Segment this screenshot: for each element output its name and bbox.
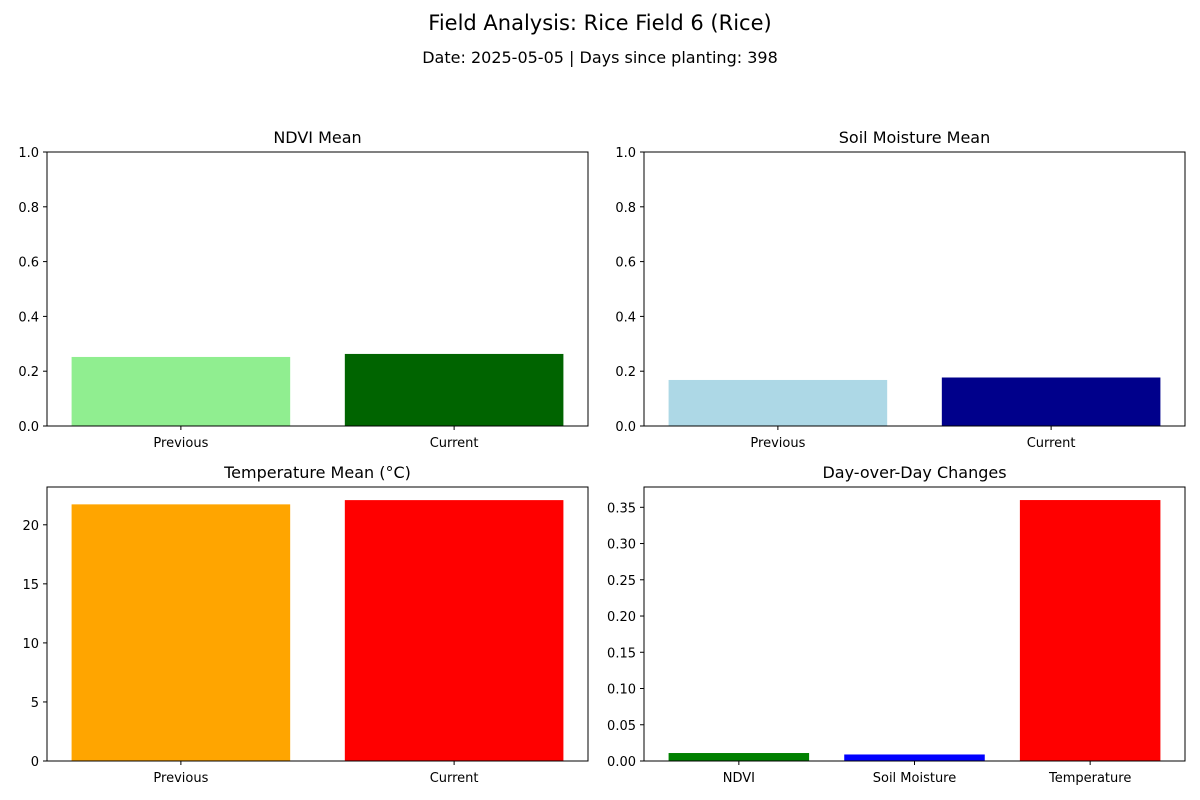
figure-subtitle: Date: 2025-05-05 | Days since planting: …: [422, 48, 778, 67]
x-tick-label: Previous: [153, 771, 208, 786]
y-tick-label: 20: [22, 519, 39, 534]
bar-current: [941, 377, 1161, 426]
x-tick-label: Temperature: [1048, 771, 1131, 786]
y-tick-label: 0.20: [607, 610, 636, 625]
axes-frame: [643, 486, 1186, 762]
y-tick-label: 0.00: [607, 755, 636, 770]
y-tick-label: 5: [31, 696, 39, 711]
y-tick-label: 10: [22, 637, 39, 652]
y-tick-label: 0.0: [615, 420, 636, 435]
x-tick-label: Current: [430, 771, 479, 786]
panel-title: NDVI Mean: [273, 128, 361, 147]
x-tick-label: Soil Moisture: [873, 771, 957, 786]
panel-ndvi-mean: NDVI Mean Previous Current 0.0 0.2 0.4 0.6 0.8 1…: [18, 128, 589, 451]
x-tick-label: Previous: [153, 436, 208, 451]
y-tick-label: 0: [31, 755, 39, 770]
x-tick-label: Previous: [750, 436, 805, 451]
bar-current: [344, 500, 564, 761]
figure-title: Field Analysis: Rice Field 6 (Rice): [428, 11, 772, 35]
y-tick-label: 0.6: [18, 256, 39, 271]
panel-soil-moisture-mean: Soil Moisture Mean Previous Current 0.0 0.2 0…: [615, 128, 1186, 451]
y-tick-label: 0.8: [18, 201, 39, 216]
axes-frame: [643, 151, 1186, 427]
y-tick-label: 0.35: [607, 501, 636, 516]
y-tick-label: 0.2: [18, 365, 39, 380]
y-tick-label: 15: [22, 578, 39, 593]
x-tick-label: NDVI: [723, 771, 755, 786]
y-tick-label: 0.0: [18, 420, 39, 435]
panel-title: Temperature Mean (°C): [223, 463, 411, 482]
y-tick-label: 1.0: [615, 146, 636, 161]
y-tick-label: 0.2: [615, 365, 636, 380]
y-tick-label: 0.05: [607, 719, 636, 734]
panel-title: Day-over-Day Changes: [822, 463, 1006, 482]
panel-temperature-mean: Temperature Mean (°C) Previous Current 0 5 10…: [22, 463, 589, 786]
panel-day-over-day-changes: Day-over-Day Changes NDVI Soil Moisture Tem…: [607, 463, 1186, 786]
bar-current: [344, 353, 564, 426]
bar-soil-moisture: [844, 754, 985, 761]
y-tick-label: 0.4: [615, 310, 636, 325]
y-tick-label: 0.30: [607, 538, 636, 553]
axes-frame: [46, 151, 589, 427]
y-tick-label: 0.8: [615, 201, 636, 216]
bar-previous: [668, 379, 888, 426]
x-tick-label: Current: [430, 436, 479, 451]
bar-previous: [71, 504, 291, 761]
y-tick-label: 0.15: [607, 646, 636, 661]
y-tick-label: 0.6: [615, 256, 636, 271]
y-tick-label: 0.4: [18, 310, 39, 325]
x-tick-label: Current: [1027, 436, 1076, 451]
bar-ndvi: [668, 753, 810, 761]
panel-title: Soil Moisture Mean: [839, 128, 990, 147]
axes-frame: [46, 486, 589, 762]
y-tick-label: 1.0: [18, 146, 39, 161]
bar-temperature: [1019, 500, 1161, 761]
y-tick-label: 0.10: [607, 683, 636, 698]
y-tick-label: 0.25: [607, 574, 636, 589]
bar-previous: [71, 356, 291, 426]
